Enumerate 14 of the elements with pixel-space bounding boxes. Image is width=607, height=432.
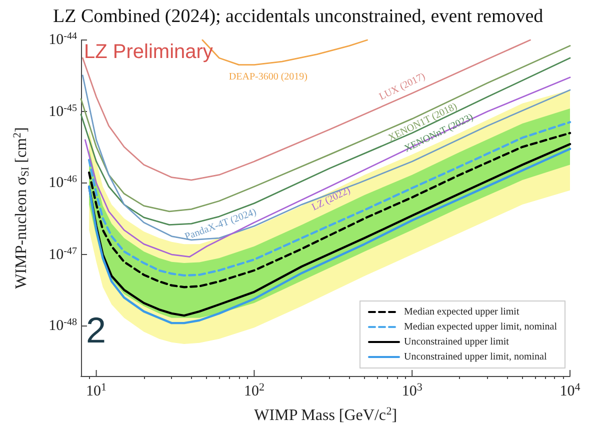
y-axis-title: WIMP-nucleon σSI [cm2] [12, 127, 32, 289]
legend-label: Unconstrained upper limit [404, 336, 510, 348]
y-tick-label: 10$^{-48}$ [48, 317, 77, 336]
annotation: 2 [86, 310, 106, 350]
series-label: DEAP-3600 (2019) [228, 71, 308, 82]
y-tick-label: 10$^{-47}$ [48, 246, 77, 264]
y-tick-label: 10$^{-45}$ [48, 102, 77, 120]
y-tick-label: 10$^{-44}$ [48, 31, 77, 49]
legend-label: Unconstrained upper limit, nominal [404, 352, 547, 362]
annotation: LZ Preliminary [84, 41, 213, 63]
chart-title: LZ Combined (2024); accidentals unconstrained, event removed [53, 6, 544, 27]
y-tick-label: 10$^{-46}$ [48, 174, 77, 192]
legend-label: Median expected upper limit [404, 306, 520, 318]
legend-label: Median expected upper limit, nominal [404, 322, 558, 332]
